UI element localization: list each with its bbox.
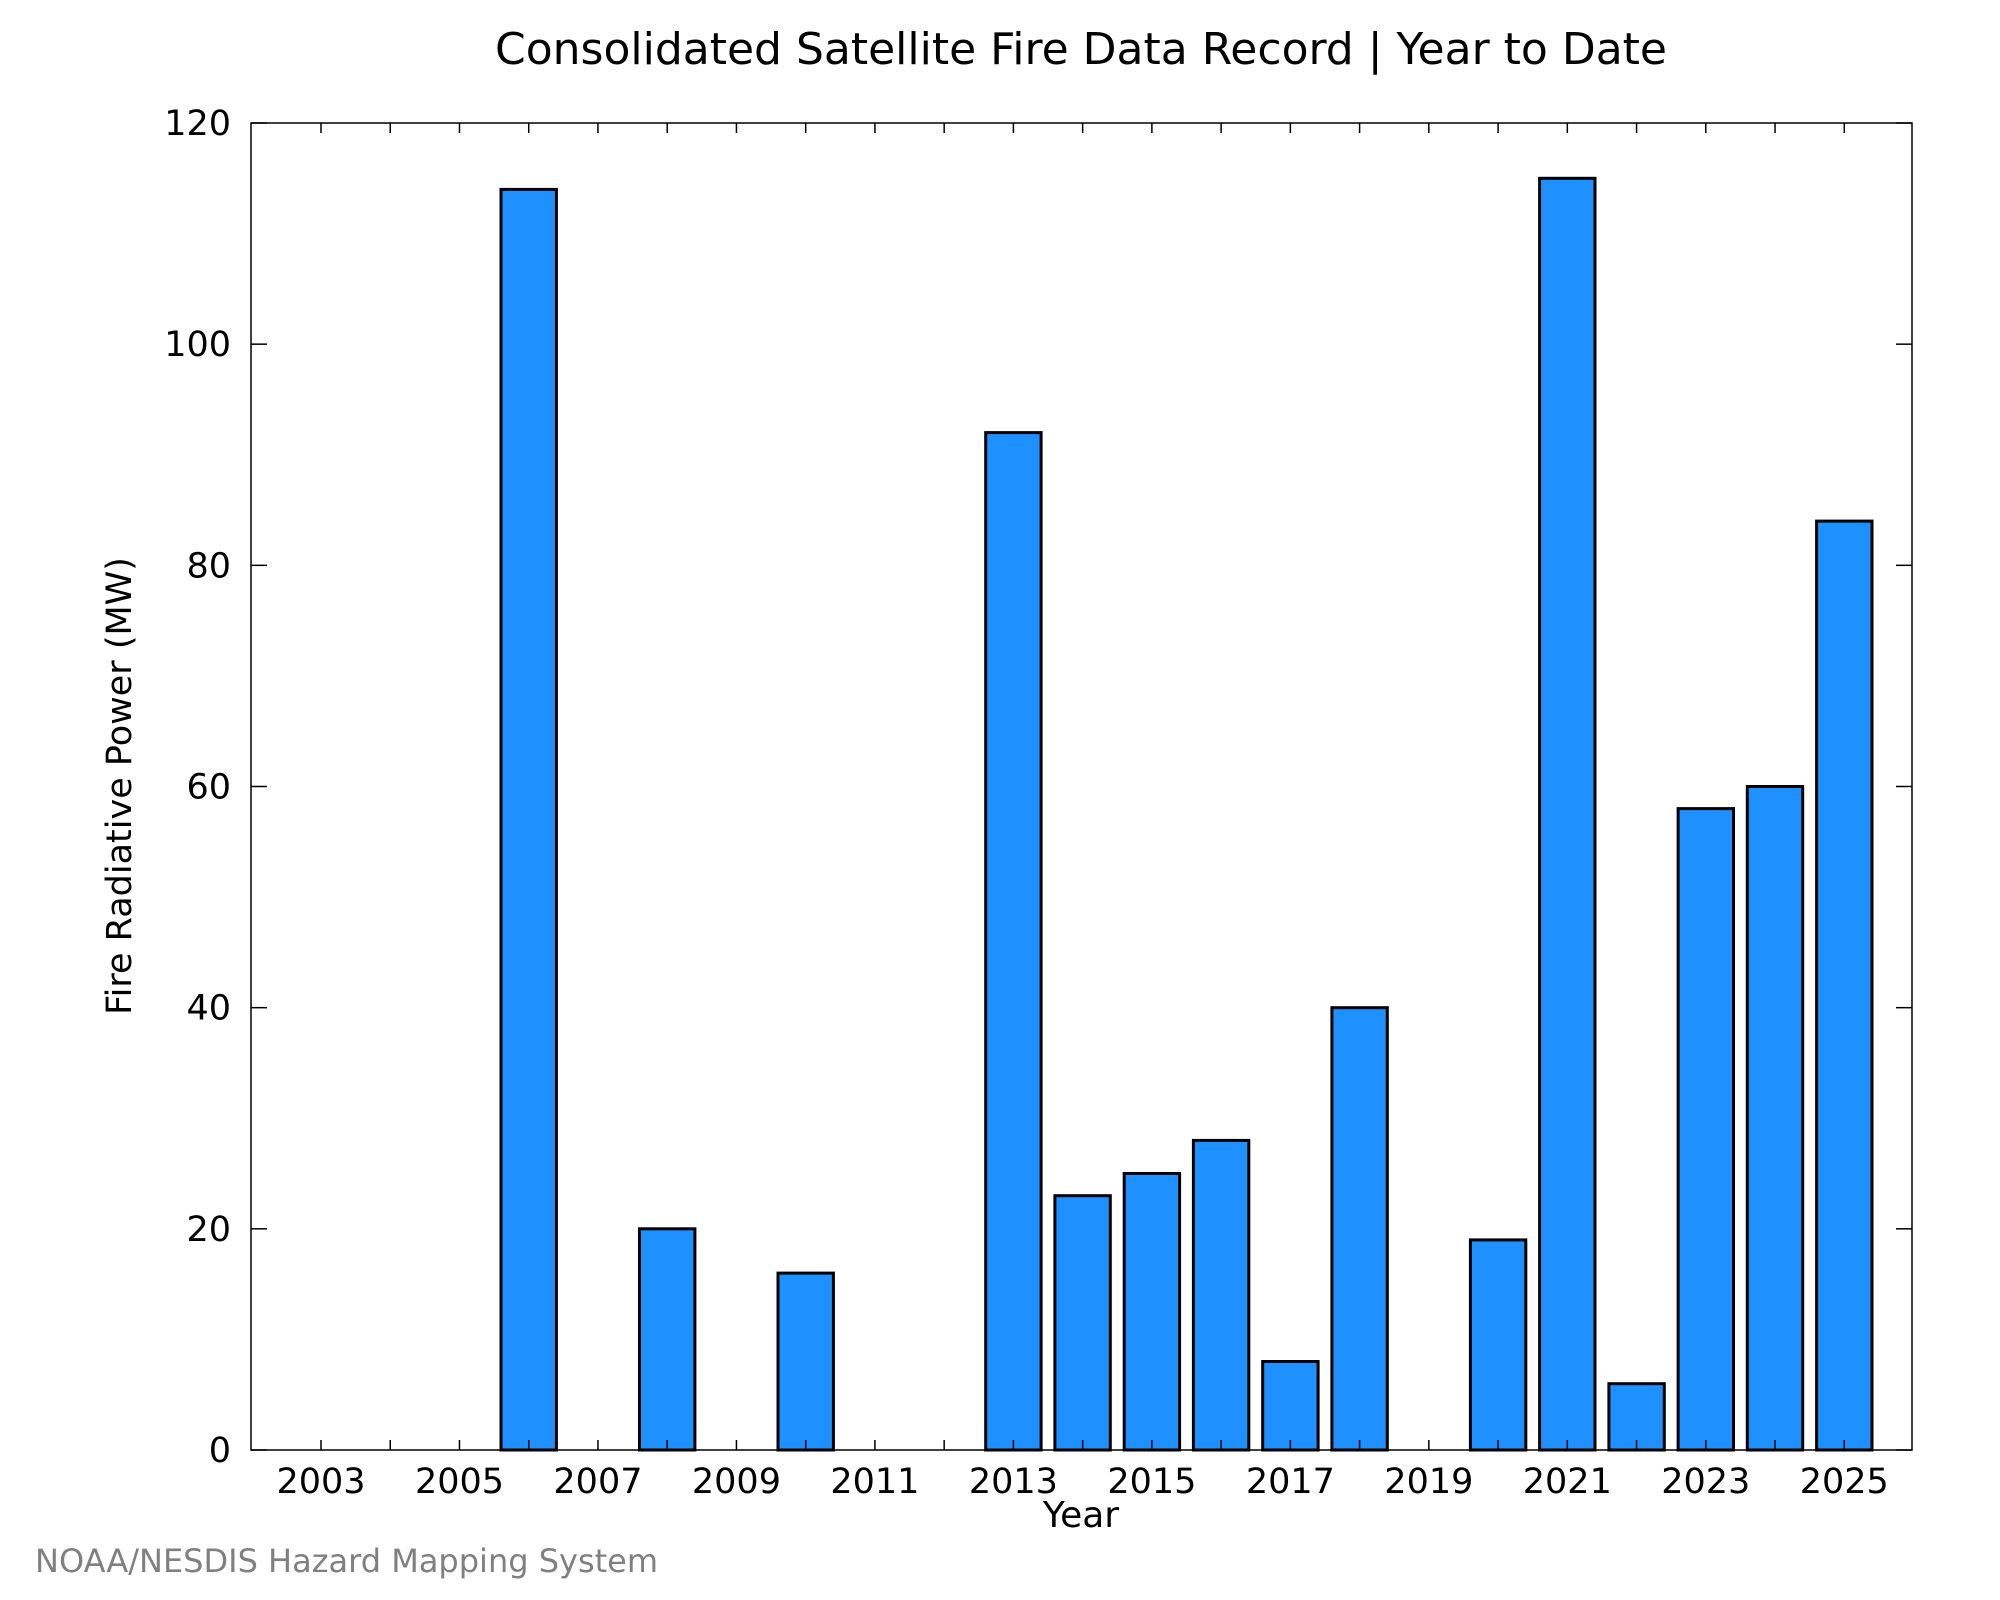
bar-2025 <box>1815 519 1874 1452</box>
x-tick-label-2009: 2009 <box>692 1462 781 1502</box>
bar-2021 <box>1538 176 1597 1452</box>
x-tick-label-2017: 2017 <box>1246 1462 1335 1502</box>
y-tick-label-20: 20 <box>186 1210 231 1250</box>
bars-group <box>499 176 1874 1452</box>
y-tick-label-80: 80 <box>186 546 231 586</box>
bar-2013 <box>984 431 1043 1452</box>
bar-2020 <box>1468 1238 1528 1452</box>
x-tick-label-2025: 2025 <box>1800 1462 1889 1502</box>
chart-title: Consolidated Satellite Fire Data Record … <box>495 24 1667 75</box>
x-axis-label: Year <box>1042 1495 1119 1536</box>
bar-2015 <box>1122 1172 1182 1452</box>
x-axis-ticks: 2003 2005 2007 2009 2011 2013 2015 2017 2019 2021… <box>276 123 1889 1502</box>
x-tick-label-2005: 2005 <box>415 1462 504 1502</box>
x-tick-label-2013: 2013 <box>969 1462 1058 1502</box>
x-tick-label-2011: 2011 <box>830 1462 919 1502</box>
x-tick-label-2007: 2007 <box>553 1462 642 1502</box>
y-tick-label-0: 0 <box>209 1431 231 1471</box>
credit-text: NOAA/NESDIS Hazard Mapping System <box>35 1542 658 1580</box>
x-tick-label-2003: 2003 <box>276 1462 365 1502</box>
bar-2017 <box>1261 1360 1320 1452</box>
bar-2016 <box>1191 1138 1251 1452</box>
bar-2006 <box>499 187 558 1452</box>
y-tick-label-100: 100 <box>164 325 231 365</box>
x-tick-label-2023: 2023 <box>1661 1462 1750 1502</box>
x-tick-label-2015: 2015 <box>1107 1462 1196 1502</box>
y-axis-label: Fire Radiative Power (MW) <box>100 557 140 1015</box>
bar-2014 <box>1053 1194 1112 1452</box>
x-tick-label-2019: 2019 <box>1384 1462 1473 1502</box>
plot-frame <box>250 122 1913 1451</box>
y-tick-label-40: 40 <box>186 989 231 1029</box>
bar-2024 <box>1745 785 1805 1452</box>
bar-2023 <box>1676 807 1735 1452</box>
y-tick-label-60: 60 <box>186 768 231 808</box>
y-axis-ticks: 0 20 40 60 80 100 120 <box>164 104 1912 1471</box>
bar-2010 <box>776 1271 835 1452</box>
bar-2018 <box>1330 1006 1389 1452</box>
x-tick-label-2021: 2021 <box>1523 1462 1612 1502</box>
bar-2008 <box>638 1227 697 1452</box>
y-tick-label-120: 120 <box>164 104 231 144</box>
